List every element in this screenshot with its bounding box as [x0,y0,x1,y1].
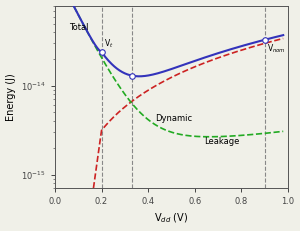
Y-axis label: Energy (J): Energy (J) [6,73,16,121]
Text: V$_t$: V$_t$ [104,38,113,50]
Text: Total: Total [69,23,88,32]
Text: V$_{nom}$: V$_{nom}$ [267,43,286,55]
X-axis label: V$_{dd}$ (V): V$_{dd}$ (V) [154,212,188,225]
Text: Leakage: Leakage [204,137,239,146]
Text: Dynamic: Dynamic [155,114,192,123]
